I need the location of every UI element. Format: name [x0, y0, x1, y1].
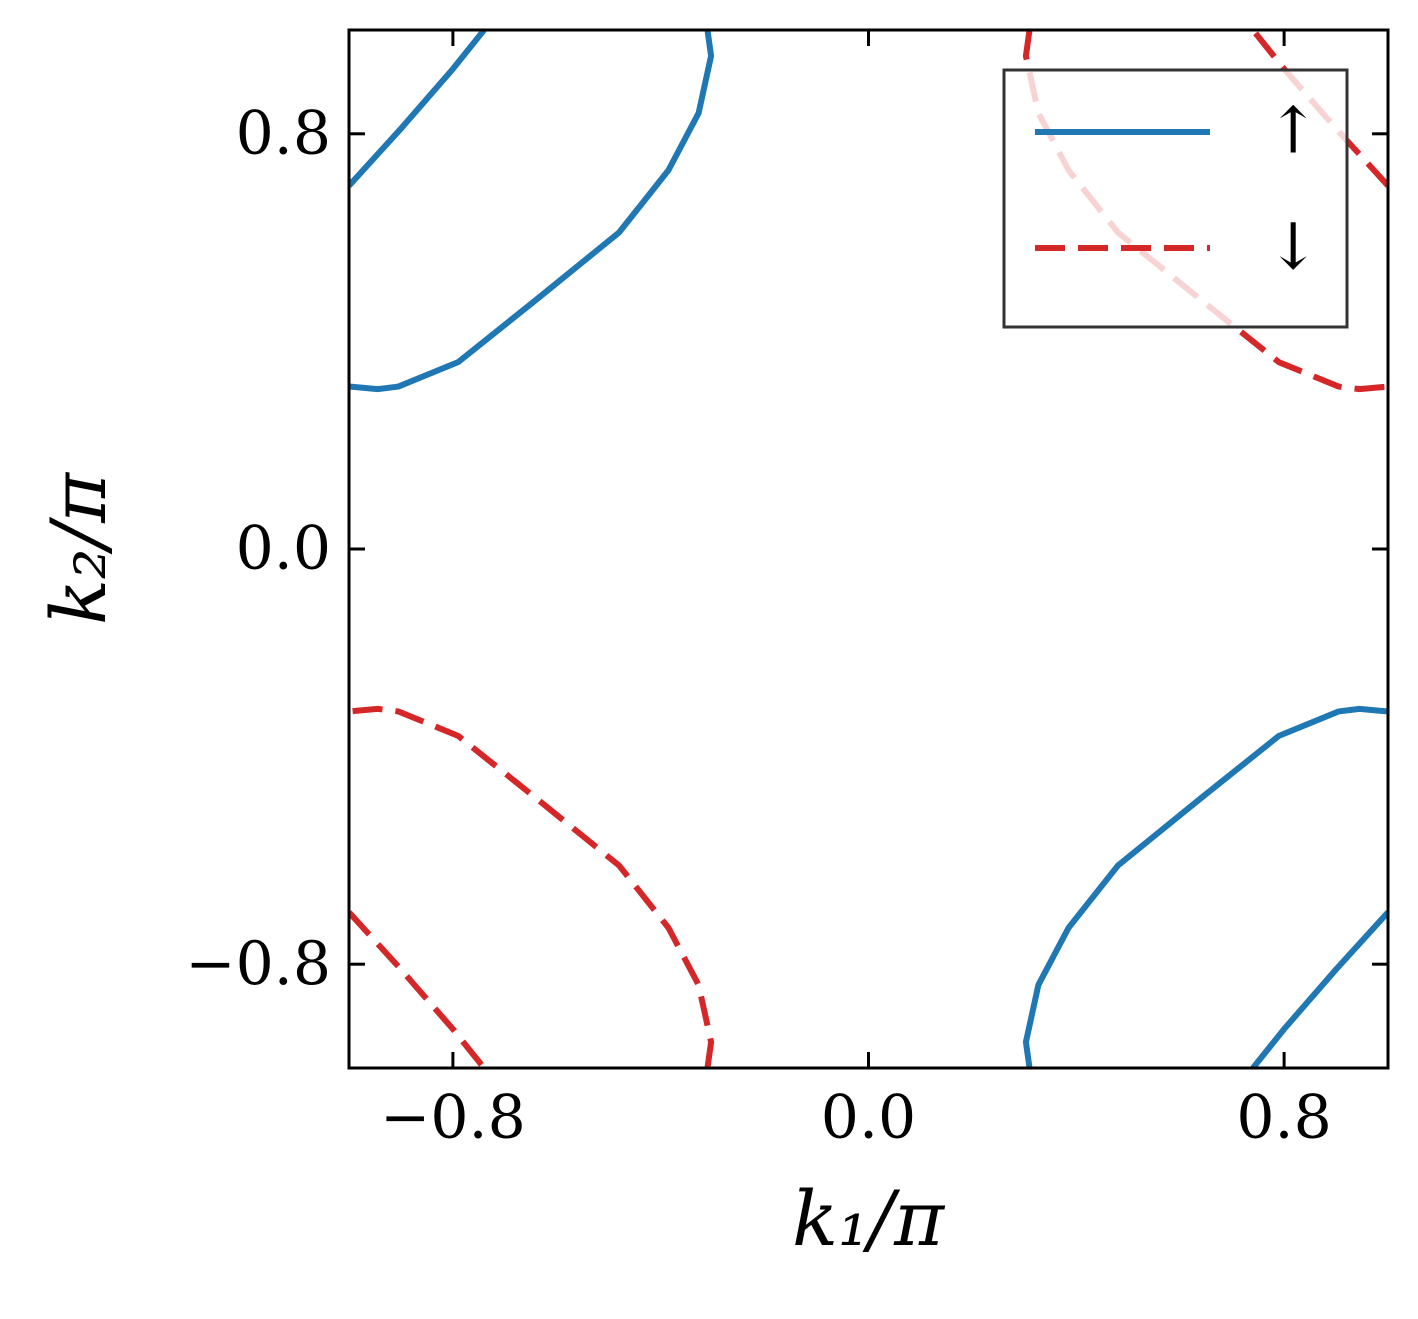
- plot-area: [349, 30, 1388, 1068]
- x-axis-label: k₁/π: [792, 1174, 946, 1263]
- x-tick-label: 0.0: [821, 1083, 916, 1153]
- y-tick-label: 0.0: [236, 514, 331, 584]
- contour-line: [349, 30, 1388, 1068]
- y-tick-label: 0.8: [236, 98, 331, 168]
- legend-label: ↑: [1266, 95, 1320, 169]
- legend-box: [1002, 68, 1349, 329]
- y-axis-label: k₂/π: [34, 471, 123, 625]
- legend: ↑↓: [1002, 68, 1349, 329]
- y-tick-label: −0.8: [185, 929, 331, 999]
- x-tick-label: −0.8: [380, 1083, 526, 1153]
- x-tick-label: 0.8: [1236, 1083, 1331, 1153]
- contour-line: [349, 30, 1388, 1068]
- legend-label: ↓: [1266, 211, 1320, 285]
